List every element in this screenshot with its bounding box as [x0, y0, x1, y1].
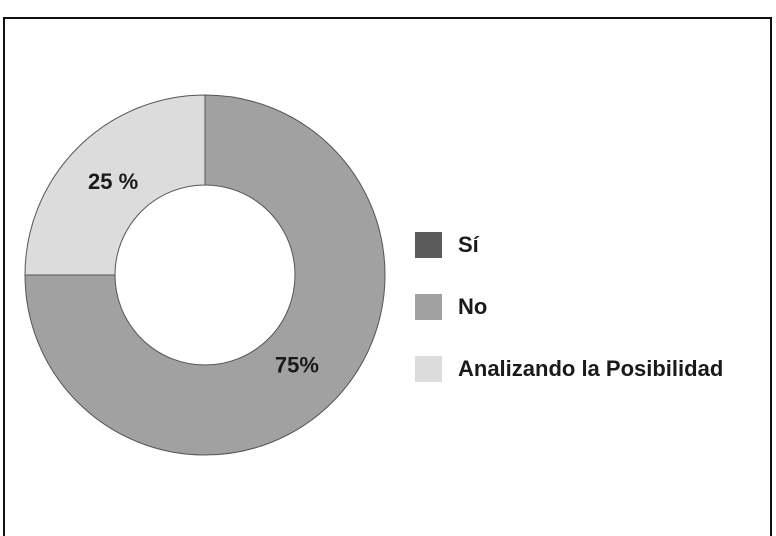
legend-swatch [415, 232, 442, 258]
value-label: 75% [275, 353, 319, 378]
legend-swatch [415, 294, 442, 320]
legend-label: No [458, 294, 487, 319]
legend-swatch [415, 356, 442, 382]
value-label: 25 % [88, 169, 138, 194]
frame [3, 17, 772, 536]
donut-segment [24, 94, 206, 276]
legend-label: Sí [458, 232, 480, 257]
legend-label: Analizando la Posibilidad [458, 356, 723, 381]
donut-segment [24, 94, 386, 456]
